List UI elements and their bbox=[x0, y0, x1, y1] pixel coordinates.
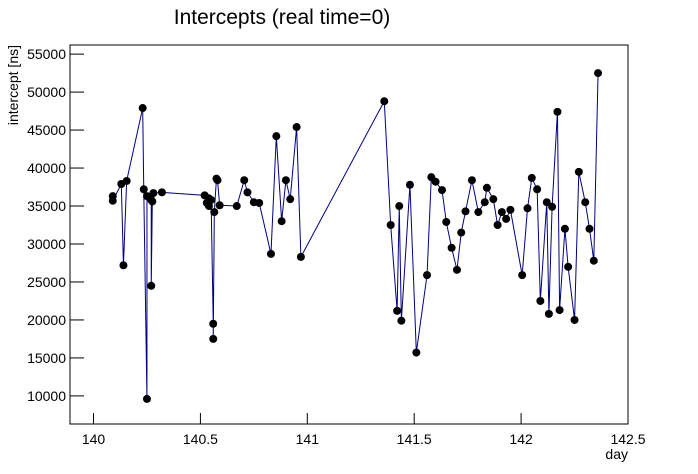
data-point bbox=[423, 271, 432, 280]
data-point bbox=[506, 205, 515, 214]
data-point bbox=[589, 256, 598, 265]
data-point bbox=[277, 217, 286, 226]
data-point bbox=[461, 207, 470, 216]
x-tick-label: 140 bbox=[82, 431, 106, 447]
data-point bbox=[292, 123, 301, 132]
data-point bbox=[548, 202, 557, 211]
y-tick-label: 45000 bbox=[27, 122, 66, 138]
data-point bbox=[570, 315, 579, 324]
x-tick-label: 142.5 bbox=[610, 431, 645, 447]
plot-frame bbox=[69, 44, 629, 425]
data-point bbox=[474, 208, 483, 217]
data-point bbox=[215, 201, 224, 210]
data-point bbox=[272, 132, 281, 141]
data-point bbox=[431, 177, 440, 186]
x-tick-label: 141.5 bbox=[397, 431, 432, 447]
data-point bbox=[457, 228, 466, 237]
data-point bbox=[209, 334, 218, 343]
data-point bbox=[412, 348, 421, 357]
data-point bbox=[157, 188, 166, 197]
data-point bbox=[467, 176, 476, 185]
data-point bbox=[482, 183, 491, 192]
data-point bbox=[148, 197, 157, 206]
data-point bbox=[542, 198, 551, 207]
data-point bbox=[564, 262, 573, 271]
y-tick-label: 50000 bbox=[27, 84, 66, 100]
data-point bbox=[139, 185, 148, 194]
data-point bbox=[232, 202, 241, 211]
data-point bbox=[553, 107, 562, 116]
data-point bbox=[442, 217, 451, 226]
data-point bbox=[489, 195, 498, 204]
data-point bbox=[281, 176, 290, 185]
data-point bbox=[397, 316, 406, 325]
data-point bbox=[574, 167, 583, 176]
data-point bbox=[544, 309, 553, 318]
data-point bbox=[452, 265, 461, 274]
data-point bbox=[533, 185, 542, 194]
data-point bbox=[204, 202, 213, 211]
data-point bbox=[502, 214, 511, 223]
data-point bbox=[536, 296, 545, 305]
data-point bbox=[213, 176, 222, 185]
x-axis-label: day bbox=[605, 446, 628, 462]
x-tick-label: 142 bbox=[509, 431, 533, 447]
data-point bbox=[447, 243, 456, 252]
data-point bbox=[405, 180, 414, 189]
data-point bbox=[138, 104, 147, 113]
series-line bbox=[112, 73, 599, 399]
data-point bbox=[296, 252, 305, 261]
data-point bbox=[119, 261, 128, 270]
y-tick-label: 25000 bbox=[27, 274, 66, 290]
data-point bbox=[594, 69, 603, 78]
data-point bbox=[240, 176, 249, 185]
data-point bbox=[555, 306, 564, 315]
data-point bbox=[266, 249, 275, 258]
data-point bbox=[149, 189, 158, 198]
y-tick-label: 20000 bbox=[27, 312, 66, 328]
data-point bbox=[493, 221, 502, 230]
data-point bbox=[142, 394, 151, 403]
y-tick-label: 55000 bbox=[27, 46, 66, 62]
y-tick-label: 10000 bbox=[27, 388, 66, 404]
chart-title: Intercepts (real time=0) bbox=[174, 6, 391, 29]
data-point bbox=[581, 198, 590, 207]
data-point bbox=[527, 173, 536, 182]
data-point bbox=[122, 176, 131, 185]
data-point bbox=[286, 195, 295, 204]
x-tick-label: 140.5 bbox=[183, 431, 218, 447]
data-point bbox=[480, 198, 489, 207]
data-point bbox=[585, 224, 594, 233]
data-point bbox=[209, 319, 218, 328]
data-point bbox=[518, 271, 527, 280]
y-tick-label: 30000 bbox=[27, 236, 66, 252]
data-point bbox=[395, 202, 404, 211]
data-point bbox=[207, 195, 216, 204]
data-point bbox=[523, 204, 532, 213]
y-tick-label: 35000 bbox=[27, 198, 66, 214]
y-tick-label: 40000 bbox=[27, 160, 66, 176]
data-point bbox=[147, 281, 156, 290]
data-point bbox=[393, 306, 402, 315]
data-point bbox=[255, 198, 264, 207]
data-point bbox=[560, 224, 569, 233]
y-axis-label: intercept [ns] bbox=[5, 45, 21, 125]
data-point bbox=[380, 97, 389, 106]
data-point bbox=[497, 208, 506, 217]
y-tick-label: 15000 bbox=[27, 350, 66, 366]
data-point bbox=[210, 208, 219, 217]
x-tick-label: 141 bbox=[296, 431, 320, 447]
data-point bbox=[438, 186, 446, 195]
data-point bbox=[108, 196, 117, 205]
data-point bbox=[386, 221, 395, 230]
data-point bbox=[243, 188, 252, 197]
